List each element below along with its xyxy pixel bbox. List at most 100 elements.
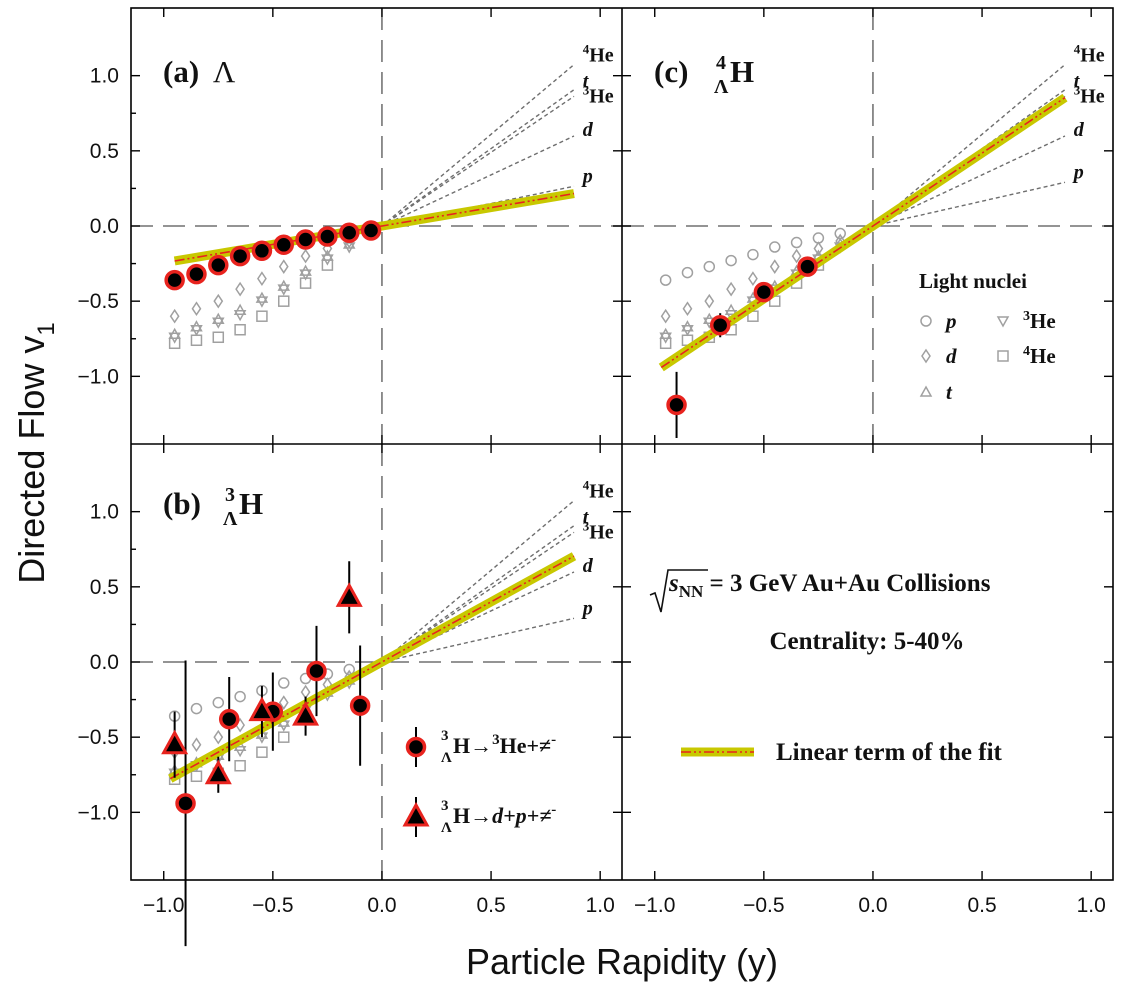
light-nuclei-he3-point xyxy=(299,269,312,281)
y-tick-label: 0.0 xyxy=(90,215,119,238)
legend-entry-d: d xyxy=(946,344,957,368)
light-nuclei-he4-point xyxy=(190,770,203,783)
sqrt-sign xyxy=(649,569,708,613)
data-points xyxy=(164,220,382,291)
data-point xyxy=(360,220,382,241)
light-nuclei-t-point xyxy=(233,303,247,315)
data-point xyxy=(175,793,196,814)
data-point-triangle xyxy=(204,759,232,785)
guide-label-3He: 3He xyxy=(583,82,614,107)
data-point xyxy=(797,256,818,277)
legend-circle-marker xyxy=(405,736,427,758)
light-nuclei-d-point xyxy=(213,729,224,745)
light-nuclei-p-point xyxy=(790,236,803,249)
legend-triangle-marker xyxy=(402,801,430,827)
data-point xyxy=(208,254,229,276)
light-nuclei-he4-point xyxy=(168,337,181,350)
panel-b-label: (b) 3Λ H xyxy=(163,484,263,530)
light-nuclei-p-point xyxy=(681,266,694,279)
y-tick-label: 0.5 xyxy=(90,140,119,163)
data-point xyxy=(273,234,295,256)
light-nuclei-he3-point xyxy=(233,309,247,322)
data-point xyxy=(295,229,316,250)
light-nuclei-p-point xyxy=(278,677,290,689)
x-tick-label: 1.0 xyxy=(586,894,615,917)
light-nuclei-he4-point xyxy=(256,746,268,758)
light-nuclei-he3-point xyxy=(681,324,694,337)
data-points xyxy=(161,561,371,947)
data-point xyxy=(666,394,687,416)
y-tick-label: −1.0 xyxy=(78,801,119,824)
light-nuclei-p-point xyxy=(190,702,203,715)
x-tick-label: 0.0 xyxy=(858,894,887,917)
data-point xyxy=(349,695,371,716)
data-point-triangle xyxy=(335,582,363,607)
data-point xyxy=(338,222,360,244)
fit-legend-label: Linear term of the fit xyxy=(776,739,1003,766)
light-nuclei-he4-point xyxy=(256,310,268,322)
light-nuclei-he4-point xyxy=(190,334,203,347)
fit-legend: Linear term of the fit xyxy=(681,739,1003,766)
y-tick-label: −0.5 xyxy=(78,290,119,313)
guide-line-t xyxy=(872,89,1066,227)
light-nuclei-points xyxy=(659,227,847,350)
light-nuclei-p-point xyxy=(725,254,737,267)
guide-label-4He: 4He xyxy=(583,477,614,502)
guide-label-p: p xyxy=(1072,161,1084,183)
light-nuclei-he4-point xyxy=(321,259,334,271)
light-nuclei-d-point xyxy=(682,301,693,317)
svg-text:Λ: Λ xyxy=(441,750,452,766)
guide-label-4He: 4He xyxy=(1074,41,1105,66)
guide-line-3He xyxy=(381,95,575,227)
data-point xyxy=(753,281,775,303)
x-tick-label: −1.0 xyxy=(143,894,184,917)
guide-label-d: d xyxy=(583,119,594,141)
light-nuclei-d-point xyxy=(300,248,311,264)
fit-center-line xyxy=(169,555,575,780)
y-axis-title: Directed Flow v1 xyxy=(11,322,60,583)
data-point-triangle xyxy=(161,729,189,755)
data-point xyxy=(306,660,327,682)
guide-line-p xyxy=(381,617,575,663)
light-nuclei-d-point xyxy=(813,241,824,256)
light-nuclei-d-point xyxy=(791,248,802,264)
light-nuclei-d-point xyxy=(213,293,224,309)
guide-line-4He xyxy=(381,500,575,663)
light-nuclei-p-point xyxy=(747,248,759,261)
data-point xyxy=(317,226,338,247)
svg-text:Λ: Λ xyxy=(714,76,729,98)
svg-text:H: H xyxy=(730,54,754,89)
svg-text:Λ: Λ xyxy=(223,508,238,530)
light-nuclei-he4-point xyxy=(278,295,290,307)
svg-text:Λ: Λ xyxy=(441,820,452,836)
light-nuclei-he3-point xyxy=(255,296,269,308)
light-nuclei-he4-point xyxy=(234,759,246,772)
guide-label-p: p xyxy=(581,597,593,619)
light-nuclei-d-point xyxy=(191,301,202,317)
fit-center-line xyxy=(660,97,1066,369)
x-tick-label: −0.5 xyxy=(743,894,784,917)
light-nuclei-p-point xyxy=(703,260,716,273)
data-point xyxy=(164,269,185,291)
light-nuclei-d-point xyxy=(660,308,671,324)
svg-text:(c): (c) xyxy=(654,54,688,89)
light-nuclei-d-point xyxy=(257,271,267,286)
light-nuclei-p-point xyxy=(920,315,932,327)
light-nuclei-d-point xyxy=(921,348,931,364)
x-tick-label: −1.0 xyxy=(634,894,675,917)
axis-ticks: −1.0 −0.5 0.0 0.5 1.0 −1.0 −0.5 0.0 0.5 1.0 −1.0 −0… xyxy=(78,8,1113,917)
light-nuclei-he4-point xyxy=(299,277,312,289)
x-axis-title: Particle Rapidity (y) xyxy=(466,941,778,982)
data-point xyxy=(251,240,273,262)
light-nuclei-he4-point xyxy=(234,323,246,336)
y-axis-title-sub: 1 xyxy=(33,322,60,335)
light-nuclei-d-point xyxy=(769,259,780,274)
svg-text:4: 4 xyxy=(716,52,726,74)
svg-text:(b): (b) xyxy=(163,486,201,521)
guide-line-t xyxy=(381,89,575,227)
y-tick-label: 0.5 xyxy=(90,576,119,599)
x-tick-label: 0.5 xyxy=(476,894,505,917)
